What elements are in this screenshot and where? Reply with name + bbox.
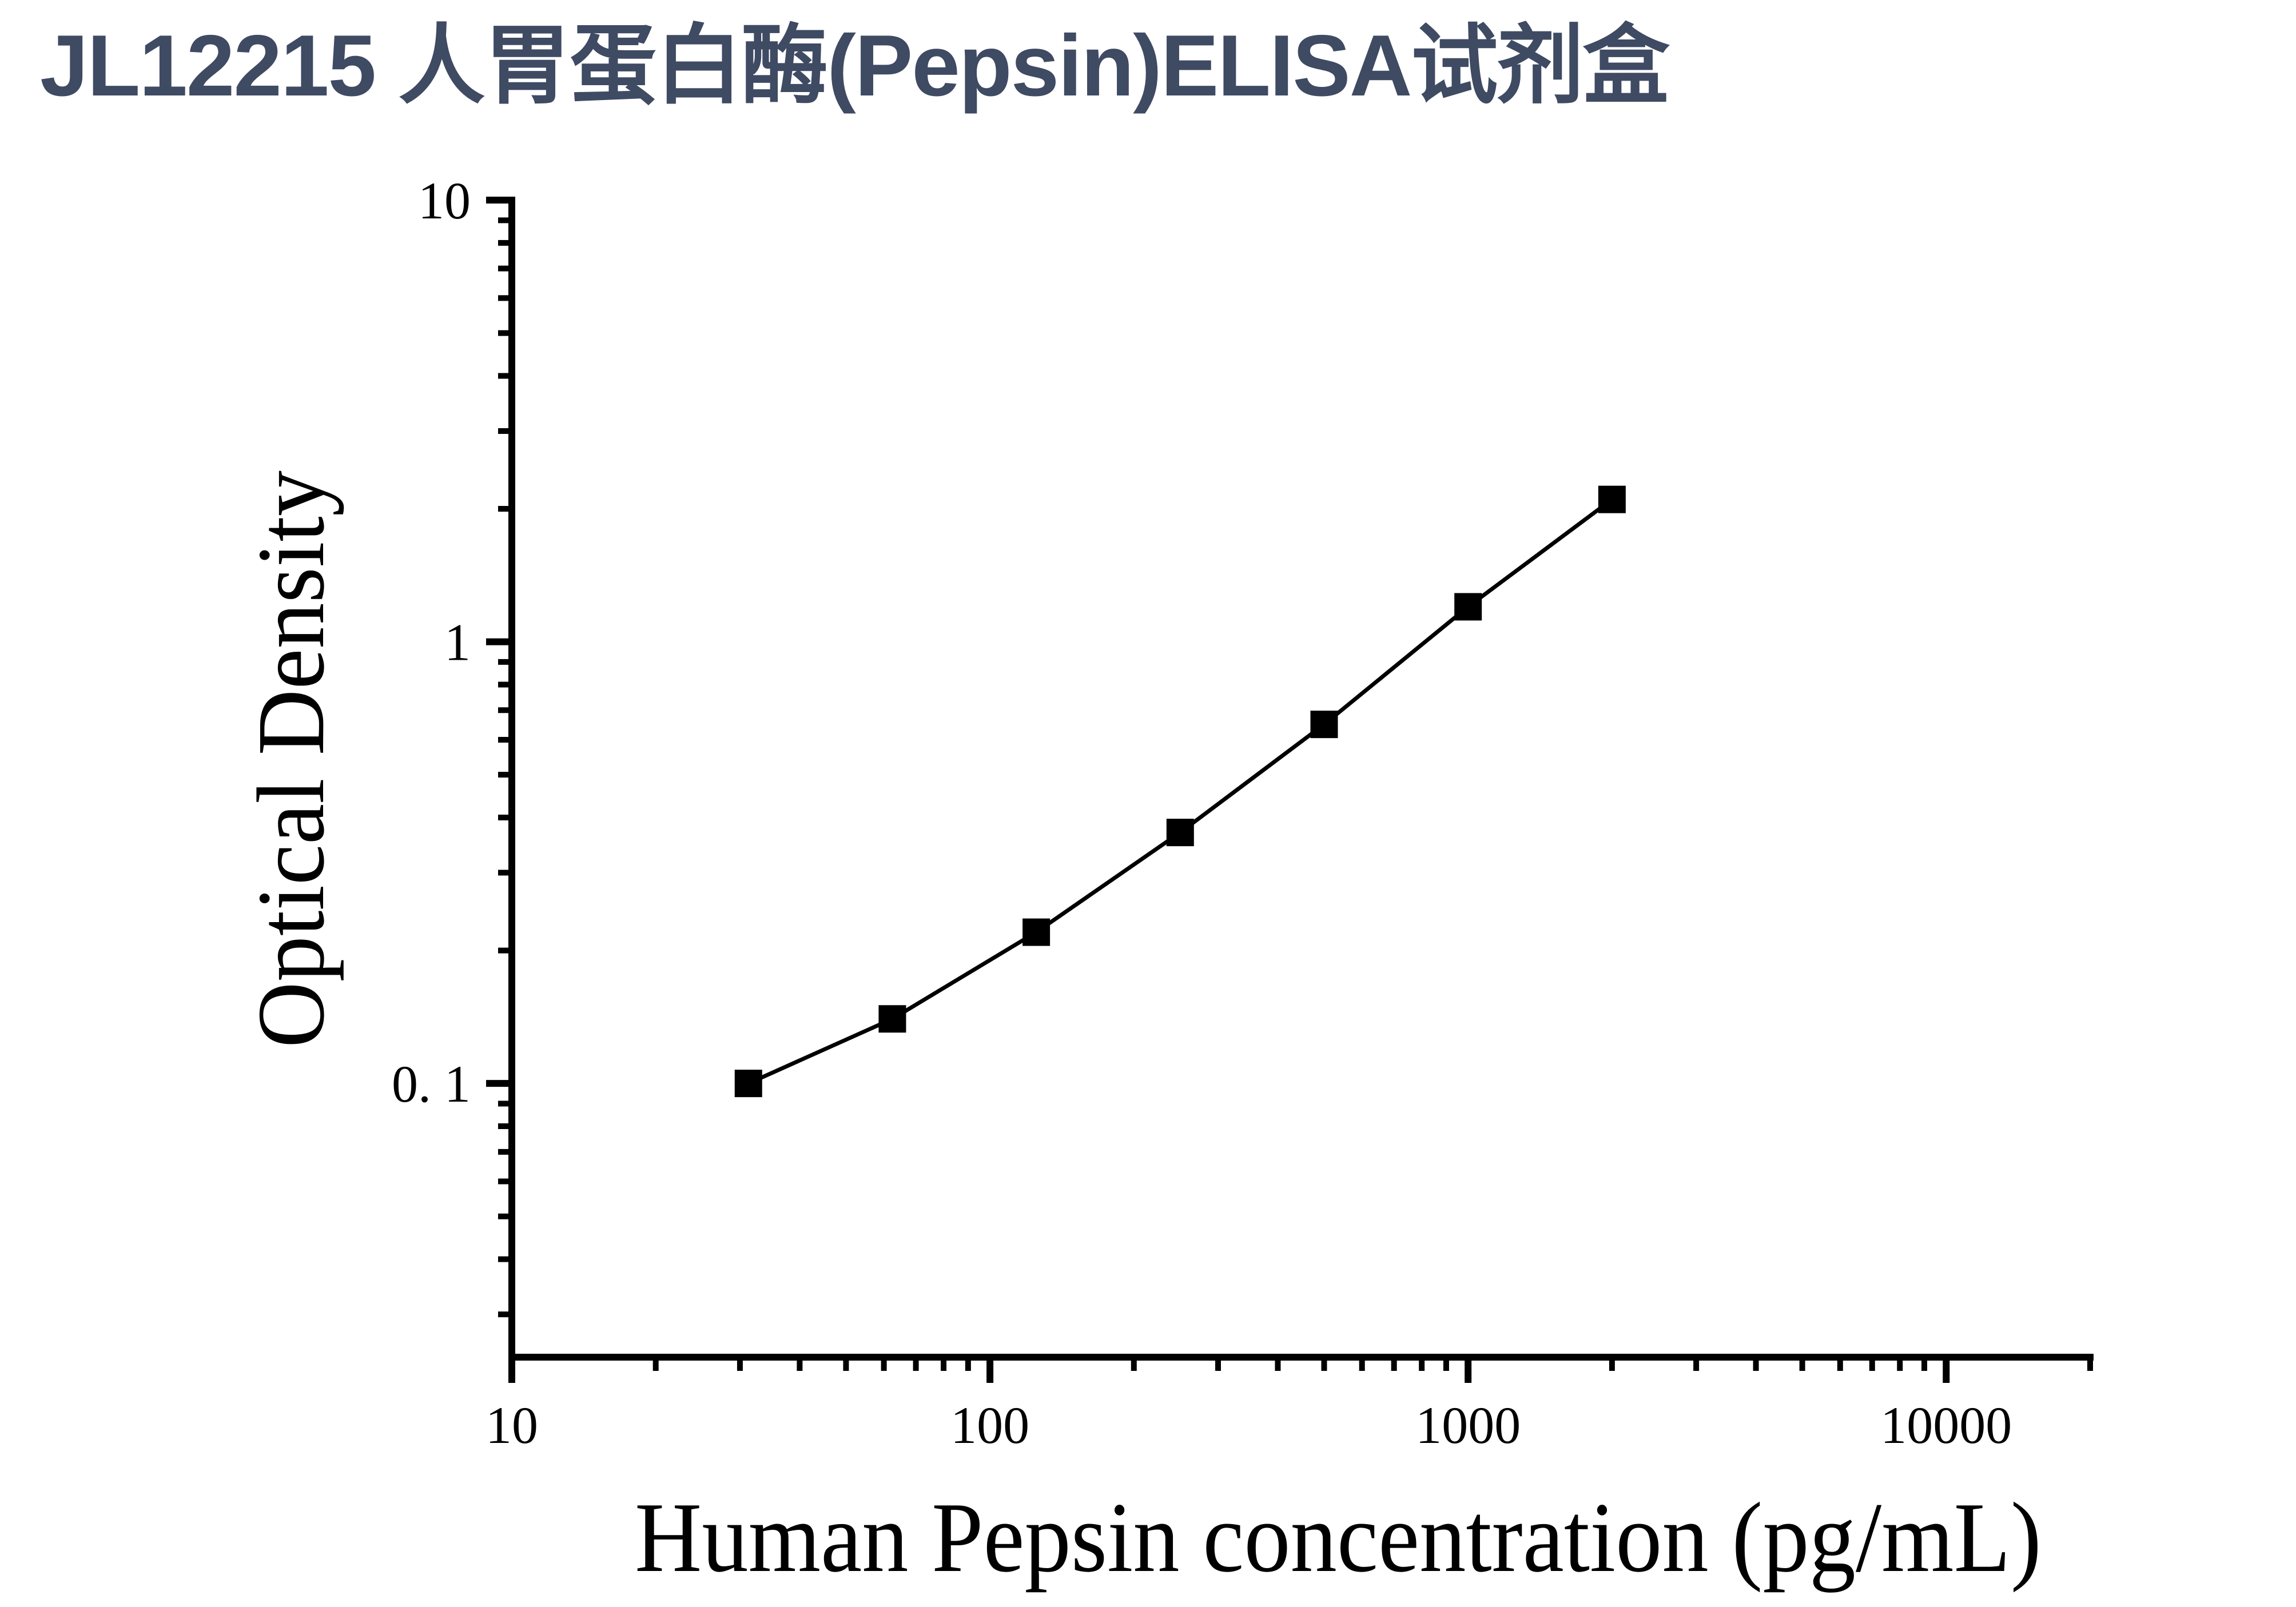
markers-group (734, 485, 1626, 1098)
y-tick-label: 0. 1 (392, 1055, 471, 1113)
standard-curve-line (747, 497, 1613, 1086)
x-tick-label: 1000 (1415, 1396, 1521, 1454)
x-tick-label: 100 (950, 1396, 1029, 1454)
data-point-marker (1166, 819, 1194, 847)
axis-titles-group: Human Pepsin concentration (pg/mL) Optica… (238, 470, 2042, 1593)
data-point-marker (734, 1070, 762, 1098)
axis-spines (508, 197, 2094, 1361)
data-point-marker (1454, 593, 1482, 621)
page-title: JL12215 人胃蛋白酶(Pepsin)ELISA试剂盒 (40, 17, 1670, 114)
data-point-marker (1022, 918, 1050, 946)
y-axis-title: Optical Density (238, 470, 344, 1048)
x-tick-label: 10000 (1880, 1396, 2012, 1454)
x-tick-label: 10 (486, 1396, 538, 1454)
x-axis-title: Human Pepsin concentration (pg/mL) (635, 1482, 2042, 1593)
axes-group (486, 197, 2094, 1383)
tick-labels-group: 10 1 0. 1 10 100 1000 10000 (392, 172, 2012, 1454)
data-point-marker (878, 1005, 906, 1033)
data-point-marker (1310, 711, 1338, 739)
y-tick-label: 10 (418, 172, 471, 230)
data-point-marker (1598, 485, 1626, 513)
y-tick-label: 1 (444, 613, 471, 672)
curve-group (747, 497, 1613, 1086)
